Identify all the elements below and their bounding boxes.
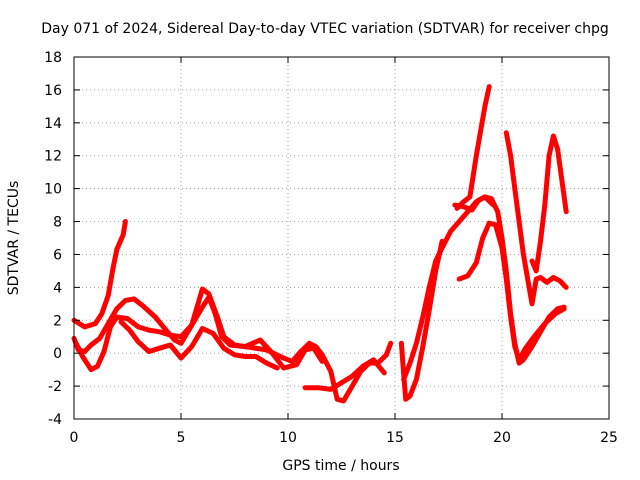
series-track-9: [452, 194, 496, 213]
x-tick-label: 25: [600, 430, 618, 446]
y-tick-label: 4: [53, 280, 62, 296]
y-tick-label: 14: [44, 116, 62, 132]
series-track-10: [456, 220, 567, 363]
y-tick-label: 0: [53, 346, 62, 362]
series-track-8: [454, 84, 492, 211]
y-tick-label: 12: [44, 149, 62, 165]
plot-frame: [73, 56, 610, 420]
x-tick-label: 15: [386, 430, 404, 446]
series-track-7: [401, 194, 567, 382]
chart-title: Day 071 of 2024, Sidereal Day-to-day VTE…: [41, 21, 609, 37]
series-track-11: [503, 130, 569, 307]
x-tick-label: 5: [177, 430, 186, 446]
series-track-4: [118, 319, 280, 371]
x-tick-label: 10: [279, 430, 297, 446]
series-track-5: [302, 357, 387, 392]
x-tick-label: 0: [70, 430, 79, 446]
x-tick-label: 20: [493, 430, 511, 446]
y-tick-label: 10: [44, 182, 62, 198]
series-track-1: [71, 219, 128, 330]
x-axis-label: GPS time / hours: [282, 458, 399, 474]
y-tick-label: 8: [53, 215, 62, 231]
series-track-3: [73, 294, 325, 373]
y-tick-label: -4: [48, 412, 62, 428]
y-tick-label: 16: [44, 83, 62, 99]
axis-ticks: 0 5 10 15 20 25 -4 -2 0 2 4 6 8 10 12 14 16 18: [44, 50, 618, 446]
data-series: [71, 84, 569, 404]
grid-lines: [74, 57, 609, 419]
y-tick-label: 6: [53, 247, 62, 263]
y-tick-label: 2: [53, 313, 62, 329]
y-tick-label: 18: [44, 50, 62, 66]
y-axis-label: SDTVAR / TECUs: [6, 181, 22, 296]
series-track-12: [529, 133, 569, 274]
y-tick-label: -2: [48, 379, 62, 395]
